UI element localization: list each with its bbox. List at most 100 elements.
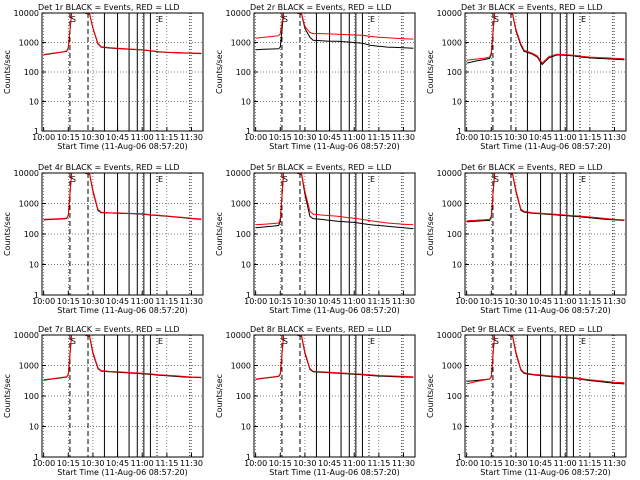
x-tick-label: 10:15 <box>269 297 292 306</box>
x-tick-label: 11:30 <box>392 133 415 142</box>
panel-3: Det 3r BLACK = Events, RED = LLD Counts/s… <box>426 3 627 151</box>
panel-8: Det 8r BLACK = Events, RED = LLD Counts/s… <box>215 325 416 477</box>
x-tick-label: 10:15 <box>480 297 503 306</box>
plot-frame <box>253 12 416 132</box>
x-tick-label: 11:15 <box>367 459 390 468</box>
panel-title: Det 2r BLACK = Events, RED = LLD <box>250 3 392 12</box>
x-tick-label: 11:15 <box>155 133 178 142</box>
panel-title: Det 1r BLACK = Events, RED = LLD <box>38 3 180 12</box>
y-tick-label: 1000 <box>442 362 462 371</box>
y-tick-label: 100 <box>24 230 39 239</box>
panel-title: Det 7r BLACK = Events, RED = LLD <box>38 325 180 334</box>
start-marker: S <box>71 337 76 346</box>
x-tick-label: 11:00 <box>554 133 577 142</box>
plot-frame <box>41 12 204 132</box>
y-tick-label: 10 <box>241 261 251 270</box>
panel-5: Det 5r BLACK = Events, RED = LLD Counts/s… <box>215 163 416 315</box>
x-axis-label: Start Time (11-Aug-06 08:57:20) <box>57 306 188 315</box>
panel-title: Det 6r BLACK = Events, RED = LLD <box>461 163 603 172</box>
y-tick-label: 10000 <box>437 9 462 18</box>
x-tick-label: 10:00 <box>32 133 55 142</box>
x-tick-label: 11:00 <box>131 297 154 306</box>
y-tick-label: 1 <box>246 291 251 300</box>
y-tick-label: 1000 <box>231 39 251 48</box>
panel-6: Det 6r BLACK = Events, RED = LLD Counts/s… <box>426 163 627 315</box>
start-marker: S <box>494 337 499 346</box>
y-tick-label: 1000 <box>231 362 251 371</box>
plot-frame <box>253 334 416 458</box>
y-tick-label: 100 <box>447 392 462 401</box>
y-tick-label: 100 <box>24 392 39 401</box>
y-axis-label: Counts/sec <box>215 50 224 94</box>
x-tick-label: 10:00 <box>455 459 478 468</box>
x-tick-label: 11:00 <box>343 459 366 468</box>
x-tick-label: 10:00 <box>455 133 478 142</box>
x-axis-label: Start Time (11-Aug-06 08:57:20) <box>480 142 611 151</box>
end-marker: E <box>581 15 586 24</box>
y-tick-label: 100 <box>236 230 251 239</box>
y-tick-label: 10 <box>241 423 251 432</box>
x-tick-label: 11:00 <box>343 133 366 142</box>
x-tick-label: 10:45 <box>529 297 552 306</box>
y-tick-label: 10 <box>452 423 462 432</box>
panel-1: Det 1r BLACK = Events, RED = LLD Counts/s… <box>3 3 204 151</box>
x-tick-label: 11:30 <box>180 133 203 142</box>
series-line-events <box>466 12 625 66</box>
plot-frame <box>464 172 627 296</box>
end-marker: E <box>370 15 375 24</box>
series-line-lld <box>466 334 625 385</box>
x-tick-label: 11:00 <box>554 297 577 306</box>
x-tick-label: 10:30 <box>504 133 527 142</box>
y-tick-label: 1 <box>457 127 462 136</box>
x-tick-label: 10:15 <box>480 459 503 468</box>
x-tick-label: 11:15 <box>578 133 601 142</box>
y-tick-label: 1 <box>34 291 39 300</box>
x-tick-label: 10:00 <box>244 297 267 306</box>
y-tick-label: 1 <box>34 127 39 136</box>
y-tick-label: 10000 <box>14 169 39 178</box>
x-tick-label: 11:00 <box>131 133 154 142</box>
x-tick-label: 10:45 <box>106 133 129 142</box>
x-tick-label: 10:30 <box>504 459 527 468</box>
end-marker: E <box>370 337 375 346</box>
series-line-events <box>43 334 202 381</box>
y-axis-label: Counts/sec <box>3 212 12 256</box>
series-line-events <box>255 12 414 51</box>
series-line-lld <box>43 334 202 381</box>
y-tick-label: 1 <box>457 291 462 300</box>
y-tick-label: 1 <box>34 453 39 462</box>
x-tick-label: 11:15 <box>367 297 390 306</box>
y-tick-label: 1000 <box>442 200 462 209</box>
y-tick-label: 10 <box>29 98 39 107</box>
y-tick-label: 100 <box>447 230 462 239</box>
x-tick-label: 11:30 <box>392 459 415 468</box>
y-axis-label: Counts/sec <box>3 50 12 94</box>
start-marker: S <box>283 15 288 24</box>
x-axis-label: Start Time (11-Aug-06 08:57:20) <box>57 142 188 151</box>
x-tick-label: 11:30 <box>603 297 626 306</box>
x-tick-label: 11:00 <box>131 459 154 468</box>
x-tick-label: 10:30 <box>81 133 104 142</box>
start-marker: S <box>494 15 499 24</box>
x-tick-label: 11:00 <box>554 459 577 468</box>
y-tick-label: 10000 <box>226 169 251 178</box>
series-line-lld <box>255 334 414 380</box>
start-marker: S <box>71 175 76 184</box>
x-tick-label: 10:45 <box>529 459 552 468</box>
x-axis-label: Start Time (11-Aug-06 08:57:20) <box>269 142 400 151</box>
y-tick-label: 100 <box>236 392 251 401</box>
plot-frame <box>41 334 204 458</box>
y-tick-label: 10 <box>29 423 39 432</box>
series-line-lld <box>255 12 414 40</box>
plot-frame <box>41 172 204 296</box>
y-tick-label: 10000 <box>226 9 251 18</box>
panel-title: Det 3r BLACK = Events, RED = LLD <box>461 3 603 12</box>
panel-title: Det 4r BLACK = Events, RED = LLD <box>38 163 180 172</box>
x-tick-label: 10:30 <box>293 133 316 142</box>
x-tick-label: 10:30 <box>504 297 527 306</box>
y-tick-label: 10 <box>241 98 251 107</box>
x-tick-label: 10:30 <box>293 297 316 306</box>
x-tick-label: 10:45 <box>106 297 129 306</box>
x-tick-label: 11:30 <box>603 133 626 142</box>
